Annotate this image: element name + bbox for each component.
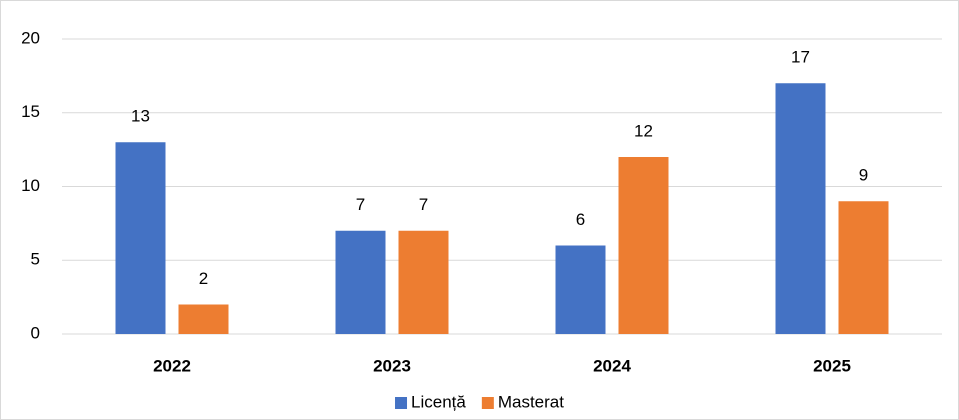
data-label: 7 [356, 195, 365, 214]
bar [398, 230, 449, 334]
data-label: 6 [576, 210, 585, 229]
y-tick-label: 0 [31, 323, 40, 342]
bar [775, 83, 826, 334]
y-tick-label: 5 [31, 250, 40, 269]
bar [618, 157, 669, 334]
legend-swatch [481, 397, 494, 409]
y-tick-label: 10 [21, 176, 40, 195]
y-tick-label: 20 [21, 28, 40, 47]
x-tick-label: 2023 [373, 356, 411, 375]
y-tick-label: 15 [21, 102, 40, 121]
x-tick-label: 2024 [593, 356, 631, 375]
x-tick-label: 2025 [813, 356, 851, 375]
legend-label: Masterat [498, 392, 564, 411]
bar [115, 142, 166, 334]
data-label: 13 [131, 107, 150, 126]
legend-label: Licență [411, 392, 466, 411]
data-label: 2 [199, 269, 208, 288]
bar [335, 230, 386, 334]
bar [555, 245, 606, 334]
data-label: 12 [634, 121, 653, 140]
x-tick-label: 2022 [153, 356, 191, 375]
legend-swatch [395, 397, 408, 409]
data-label: 7 [419, 195, 428, 214]
bar [838, 201, 889, 334]
data-label: 9 [859, 166, 868, 185]
data-label: 17 [791, 48, 810, 67]
bar [178, 304, 229, 334]
